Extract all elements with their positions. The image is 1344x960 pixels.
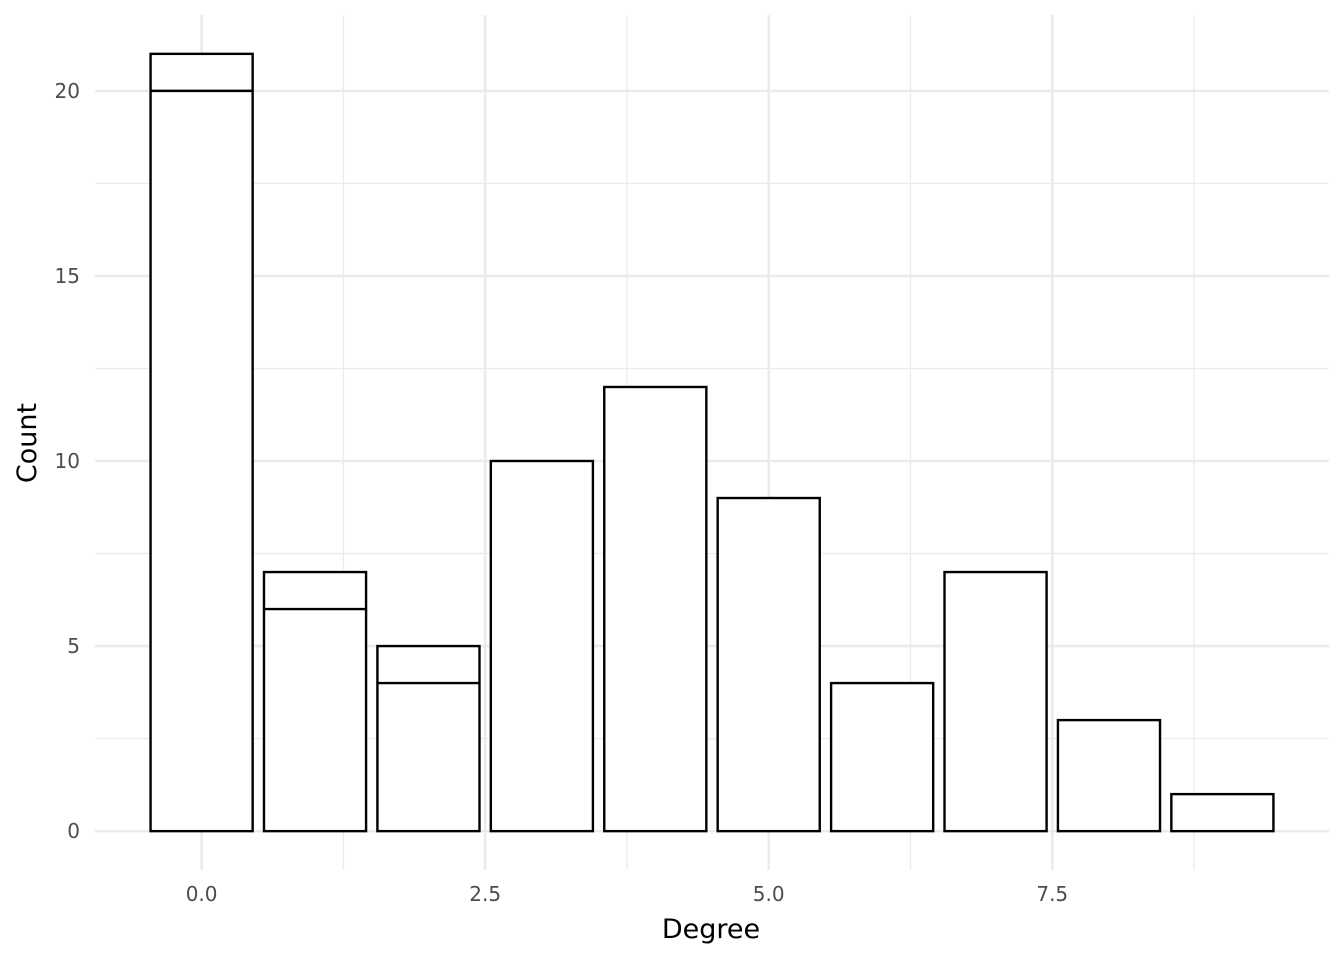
x-axis-title: Degree [662, 914, 760, 945]
bar [376, 644, 481, 833]
bars-layer [149, 52, 1275, 833]
y-tick-label: 0 [67, 819, 80, 843]
bar [1170, 792, 1275, 833]
bar [943, 570, 1048, 833]
x-tick-label: 0.0 [186, 882, 218, 906]
bar [262, 570, 368, 833]
bar [603, 385, 708, 833]
x-tick-label: 7.5 [1036, 882, 1068, 906]
y-axis-ticks: 0 5 10 15 20 [55, 79, 80, 843]
bar [1056, 718, 1162, 833]
x-tick-label: 5.0 [753, 882, 785, 906]
y-axis-title: Count [12, 403, 43, 483]
x-axis-ticks: 0.0 2.5 5.0 7.5 [186, 882, 1068, 906]
x-tick-label: 2.5 [469, 882, 501, 906]
bar [829, 681, 935, 833]
bar [149, 52, 254, 833]
y-tick-label: 15 [55, 264, 80, 288]
bar [716, 496, 821, 833]
y-tick-label: 10 [55, 449, 80, 473]
y-tick-label: 20 [55, 79, 80, 103]
y-tick-label: 5 [67, 634, 80, 658]
bar [489, 459, 595, 833]
